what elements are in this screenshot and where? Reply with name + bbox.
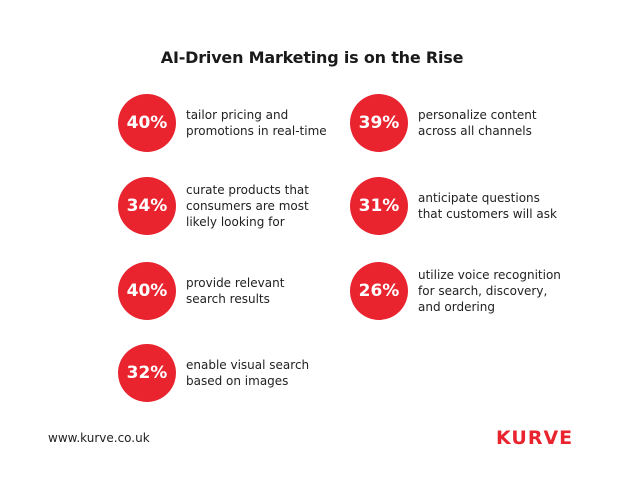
stat-percent-circle: 31% xyxy=(350,177,408,235)
stat-description: provide relevant search results xyxy=(186,276,285,306)
stat-percent-circle: 40% xyxy=(118,262,176,320)
stat-percent-circle: 26% xyxy=(350,262,408,320)
stat-item: 34% curate products that consumers are m… xyxy=(118,177,309,235)
stat-item: 31% anticipate questions that customers … xyxy=(350,177,557,235)
stat-percent-circle: 39% xyxy=(350,94,408,152)
stat-description: anticipate questions that customers will… xyxy=(418,191,557,221)
stat-item: 40% provide relevant search results xyxy=(118,262,284,320)
kurve-logo: KURVE xyxy=(496,427,574,449)
stat-description: utilize voice recognition for search, di… xyxy=(418,268,561,314)
stat-item: 40% tailor pricing and promotions in rea… xyxy=(118,94,327,152)
stat-percent-circle: 32% xyxy=(118,344,176,402)
stat-percent-circle: 40% xyxy=(118,94,176,152)
stat-item: 32% enable visual search based on images xyxy=(118,344,309,402)
stat-description: enable visual search based on images xyxy=(186,358,310,388)
stat-description: curate products that consumers are most … xyxy=(186,183,309,229)
website-url: www.kurve.co.uk xyxy=(48,431,150,445)
page-title: AI-Driven Marketing is on the Rise xyxy=(160,48,464,67)
stat-description: personalize content across all channels xyxy=(418,108,537,138)
stat-description: tailor pricing and promotions in real-ti… xyxy=(186,108,327,138)
stat-item: 26% utilize voice recognition for search… xyxy=(350,262,561,320)
stat-item: 39% personalize content across all chann… xyxy=(350,94,537,152)
stat-percent-circle: 34% xyxy=(118,177,176,235)
